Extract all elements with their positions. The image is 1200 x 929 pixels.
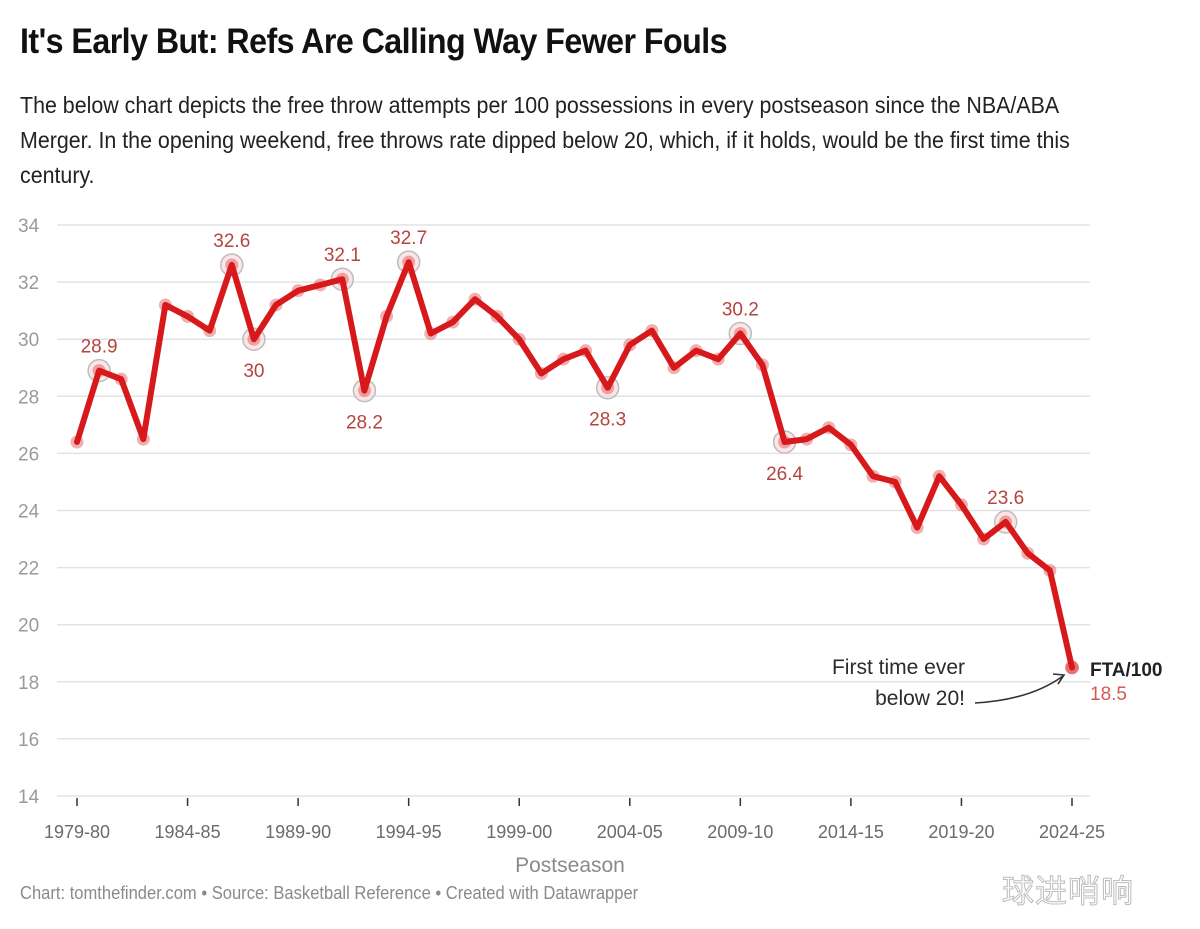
data-point	[70, 435, 84, 449]
x-tick-label: 2009-10	[707, 822, 773, 842]
data-point	[357, 384, 371, 398]
data-point	[888, 475, 902, 489]
data-point	[269, 298, 283, 312]
data-point	[1065, 661, 1079, 675]
x-tick-label: 1979-80	[44, 822, 110, 842]
data-label: 28.2	[346, 413, 383, 434]
annotation-line-2: below 20!	[875, 687, 965, 710]
data-point	[601, 381, 615, 395]
series-line-fta-per-100	[74, 259, 1075, 671]
x-tick-label: 2014-15	[818, 822, 884, 842]
data-point	[623, 338, 637, 352]
data-point	[114, 372, 128, 386]
chart-title: It's Early But: Refs Are Calling Way Few…	[20, 22, 728, 61]
data-point	[446, 315, 460, 329]
x-tick-label: 2004-05	[597, 822, 663, 842]
data-point	[932, 469, 946, 483]
grid-lines	[57, 224, 1090, 797]
data-point	[181, 309, 195, 323]
x-tick-label: 1984-85	[155, 822, 221, 842]
data-point	[1021, 546, 1035, 560]
data-point	[778, 435, 792, 449]
x-tick-label: 1994-95	[376, 822, 442, 842]
x-tick-label: 2024-25	[1039, 822, 1105, 842]
y-tick-label: 14	[18, 787, 40, 808]
y-axis-ticks: 14 16 18 20 22 24 26 28 30 32 34	[18, 216, 40, 808]
data-label: 30	[243, 361, 264, 382]
data-point	[468, 292, 482, 306]
data-point	[92, 364, 106, 378]
data-point	[910, 521, 924, 535]
data-point	[1043, 563, 1057, 577]
data-point	[689, 344, 703, 358]
data-point	[335, 272, 349, 286]
chart-subtitle: The below chart depicts the free throw a…	[20, 92, 1070, 188]
data-points	[70, 255, 1079, 675]
data-label: 28.3	[589, 410, 626, 431]
data-point	[667, 361, 681, 375]
series-label: FTA/100	[1090, 660, 1163, 681]
data-point	[800, 432, 814, 446]
data-point	[822, 421, 836, 435]
annotation-line-1: First time ever	[832, 656, 965, 679]
y-tick-label: 26	[18, 444, 39, 465]
data-point	[954, 498, 968, 512]
data-point	[313, 278, 327, 292]
data-label: 32.7	[390, 228, 427, 249]
data-label: 28.9	[81, 337, 118, 358]
annotation-arrowhead	[1052, 673, 1066, 685]
data-point	[844, 438, 858, 452]
data-label: 32.6	[213, 231, 250, 252]
chart-footer: Chart: tomthefinder.com • Source: Basket…	[20, 883, 639, 903]
data-point	[755, 358, 769, 372]
y-tick-label: 16	[18, 730, 39, 751]
y-tick-label: 34	[18, 216, 40, 237]
data-point	[711, 352, 725, 366]
data-point	[203, 324, 217, 338]
data-point	[424, 326, 438, 340]
data-point	[579, 344, 593, 358]
y-tick-label: 24	[18, 502, 40, 523]
y-tick-label: 20	[18, 616, 39, 637]
data-point	[512, 332, 526, 346]
data-point	[136, 432, 150, 446]
data-point	[556, 352, 570, 366]
data-labels: 28.9 32.6 30 32.1 28.2 32.7 28.3 30.2 26.4 23.6	[81, 228, 1025, 509]
y-tick-label: 28	[18, 387, 39, 408]
y-tick-label: 18	[18, 673, 39, 694]
data-point	[490, 309, 504, 323]
data-point	[380, 309, 394, 323]
data-point	[534, 366, 548, 380]
data-label: 23.6	[987, 488, 1024, 509]
data-point	[645, 324, 659, 338]
data-point	[247, 332, 261, 346]
x-axis-label: Postseason	[515, 854, 625, 877]
annotation: First time ever below 20!	[832, 656, 1066, 710]
data-point	[158, 298, 172, 312]
x-tick-label: 2019-20	[928, 822, 994, 842]
point-halos	[87, 250, 1018, 534]
data-point	[999, 515, 1013, 529]
x-tick-label: 1989-90	[265, 822, 331, 842]
last-value-label: 18.5	[1090, 684, 1127, 705]
data-label: 26.4	[766, 464, 803, 485]
data-label: 32.1	[324, 245, 361, 266]
data-point	[733, 326, 747, 340]
x-axis-ticks: 1979-80 1984-85 1989-90 1994-95 1999-00 2004-…	[44, 798, 1105, 842]
data-point	[291, 284, 305, 298]
data-point	[977, 532, 991, 546]
annotation-arrow	[974, 675, 1064, 704]
data-point	[866, 469, 880, 483]
y-tick-label: 22	[18, 559, 39, 580]
data-point	[225, 258, 239, 272]
y-tick-label: 30	[18, 330, 39, 351]
y-tick-label: 32	[18, 273, 39, 294]
data-label: 30.2	[722, 299, 759, 320]
watermark: 球进哨响	[1001, 872, 1135, 911]
x-tick-label: 1999-00	[486, 822, 552, 842]
data-point	[402, 255, 416, 269]
last-data-point	[1065, 660, 1079, 675]
